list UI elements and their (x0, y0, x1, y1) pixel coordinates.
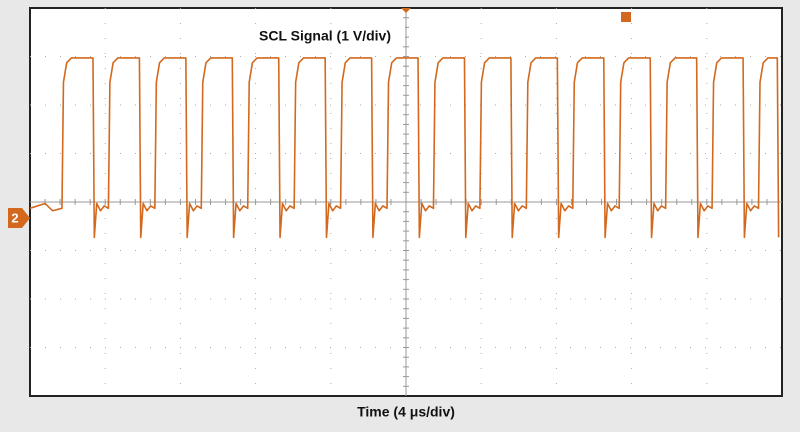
channel-label: 2 (11, 210, 18, 225)
signal-trace (29, 57, 780, 239)
trace-layer (29, 57, 780, 239)
title-bg (245, 26, 405, 46)
trigger-position-marker (401, 8, 411, 13)
channel-marker (8, 208, 30, 228)
chart-title: SCL Signal (1 V/div) (259, 28, 391, 44)
trigger-level-marker (621, 12, 631, 22)
x-axis-label: Time (4 μs/div) (357, 404, 455, 420)
